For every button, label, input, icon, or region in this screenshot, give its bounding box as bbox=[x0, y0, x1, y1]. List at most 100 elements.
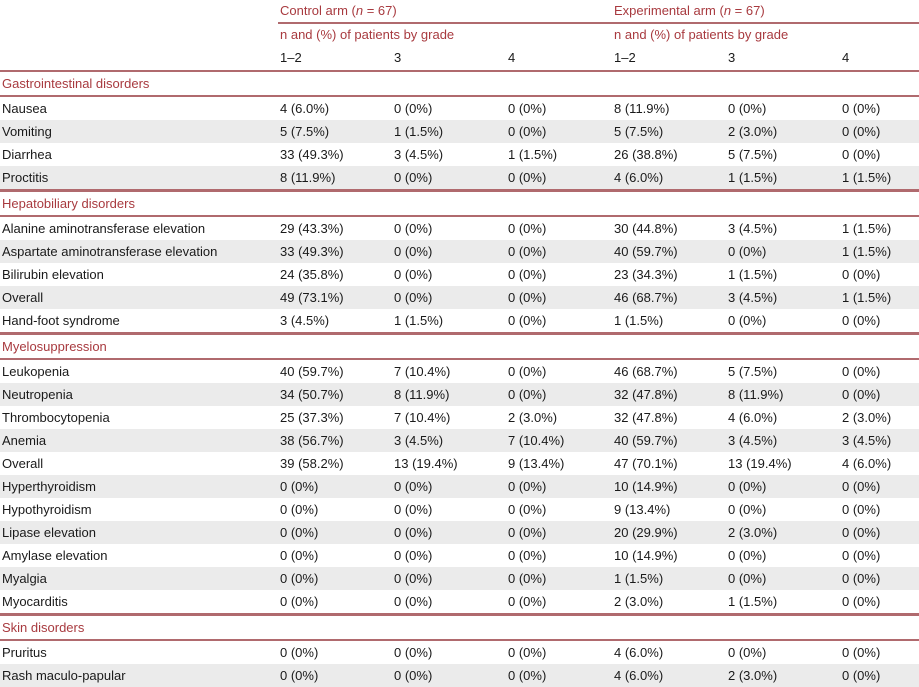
table-cell: 0 (0%) bbox=[726, 309, 841, 334]
table-cell: 4 (6.0%) bbox=[280, 101, 330, 116]
table-cell: 0 (0%) bbox=[840, 359, 919, 383]
table-cell: 0 (0%) bbox=[506, 590, 613, 615]
table-row: Bilirubin elevation 24 (35.8%) 0 (0%) 0 (0%… bbox=[0, 263, 919, 286]
table-cell: 0 (0%) bbox=[840, 475, 919, 498]
table-cell: 4 (6.0%) bbox=[612, 640, 727, 664]
table-cell: 0 (0%) bbox=[392, 544, 506, 567]
row-label: Hypothyroidism bbox=[0, 498, 278, 521]
table-cell: 0 (0%) bbox=[506, 309, 613, 334]
experimental-subheader: n and (%) of patients by grade bbox=[614, 27, 789, 42]
table-cell: 0 (0%) bbox=[840, 567, 919, 590]
table-cell: 7 (10.4%) bbox=[392, 406, 506, 429]
row-label: Bilirubin elevation bbox=[0, 263, 278, 286]
row-label: Nausea bbox=[2, 101, 47, 116]
section-row: Gastrointestinal disorders bbox=[0, 71, 919, 97]
section-title: Hepatobiliary disorders bbox=[0, 189, 919, 217]
table-cell: 34 (50.7%) bbox=[278, 383, 392, 406]
table-cell: 0 (0%) bbox=[840, 263, 919, 286]
table-row: Rash maculo-papular 0 (0%) 0 (0%) 0 (0%) 4 (… bbox=[0, 664, 919, 687]
table-cell: 38 (56.7%) bbox=[278, 429, 392, 452]
table-row: Thrombocytopenia 25 (37.3%) 7 (10.4%) 2 (3.… bbox=[0, 406, 919, 429]
table-cell: 24 (35.8%) bbox=[278, 263, 392, 286]
table-cell: 10 (14.9%) bbox=[612, 544, 727, 567]
grade-header: 3 bbox=[726, 46, 841, 72]
table-cell: 0 (0%) bbox=[506, 286, 613, 309]
table-cell: 23 (34.3%) bbox=[612, 263, 727, 286]
table-row: Nausea 4 (6.0%) 0 (0%) 0 (0%) 8 (11.9%) 0 (0%… bbox=[0, 96, 919, 120]
control-subheader: n and (%) of patients by grade bbox=[280, 27, 455, 42]
table-cell: 0 (0%) bbox=[392, 521, 506, 544]
table-cell: 26 (38.8%) bbox=[614, 147, 678, 162]
table-cell: 0 (0%) bbox=[506, 664, 613, 687]
table-cell: 1 (1.5%) bbox=[726, 590, 841, 615]
table-cell: 3 (4.5%) bbox=[726, 429, 841, 452]
table-cell: 1 (1.5%) bbox=[840, 286, 919, 309]
table-cell: 9 (13.4%) bbox=[612, 498, 727, 521]
table-row: Pruritus 0 (0%) 0 (0%) 0 (0%) 4 (6.0%) 0 (0%)… bbox=[0, 640, 919, 664]
table-cell: 0 (0%) bbox=[278, 544, 392, 567]
table-row: Hypothyroidism 0 (0%) 0 (0%) 0 (0%) 9 (13.4%… bbox=[0, 498, 919, 521]
table-cell: 0 (0%) bbox=[840, 383, 919, 406]
table-cell: 0 (0%) bbox=[840, 498, 919, 521]
row-label: Vomiting bbox=[0, 120, 278, 143]
table-cell: 0 (0%) bbox=[506, 216, 613, 240]
table-cell: 40 (59.7%) bbox=[278, 359, 392, 383]
empty-header-cell bbox=[0, 46, 278, 72]
table-cell: 0 (0%) bbox=[278, 590, 392, 615]
table-cell: 20 (29.9%) bbox=[612, 521, 727, 544]
table-cell: 0 (0%) bbox=[506, 120, 613, 143]
table-cell: 0 (0%) bbox=[392, 475, 506, 498]
table-cell: 30 (44.8%) bbox=[612, 216, 727, 240]
table-cell: 0 (0%) bbox=[392, 240, 506, 263]
table-cell: 1 (1.5%) bbox=[612, 567, 727, 590]
table-cell: 4 (6.0%) bbox=[840, 452, 919, 475]
table-cell: 5 (7.5%) bbox=[278, 120, 392, 143]
section-title: Myelosuppression bbox=[0, 332, 919, 360]
table-row: Hyperthyroidism 0 (0%) 0 (0%) 0 (0%) 10 (14.… bbox=[0, 475, 919, 498]
table-row: Myocarditis 0 (0%) 0 (0%) 0 (0%) 2 (3.0%) 1 (… bbox=[0, 590, 919, 615]
table-row: Aspartate aminotransferase elevation 33 (… bbox=[0, 240, 919, 263]
table-row: Overall 49 (73.1%) 0 (0%) 0 (0%) 46 (68.7%) 3… bbox=[0, 286, 919, 309]
table-cell: 5 (7.5%) bbox=[726, 359, 841, 383]
table-cell: 1 (1.5%) bbox=[612, 309, 727, 334]
section-title: Gastrointestinal disorders bbox=[0, 71, 919, 97]
table-cell: 0 (0%) bbox=[728, 101, 767, 116]
table-cell: 0 (0%) bbox=[506, 567, 613, 590]
table-cell: 0 (0%) bbox=[840, 309, 919, 334]
row-label: Amylase elevation bbox=[0, 544, 278, 567]
table-cell: 0 (0%) bbox=[726, 640, 841, 664]
table-row: Alanine aminotransferase elevation 29 (43… bbox=[0, 216, 919, 240]
table-cell: 8 (11.9%) bbox=[614, 101, 670, 116]
table-row: Anemia 38 (56.7%) 3 (4.5%) 7 (10.4%) 40 (59.… bbox=[0, 429, 919, 452]
table-cell: 0 (0%) bbox=[840, 120, 919, 143]
table-cell: 5 (7.5%) bbox=[612, 120, 727, 143]
table-cell: 3 (4.5%) bbox=[392, 429, 506, 452]
table-cell: 3 (4.5%) bbox=[278, 309, 392, 334]
table-cell: 4 (6.0%) bbox=[612, 166, 727, 191]
table-cell: 1 (1.5%) bbox=[726, 263, 841, 286]
table-cell: 0 (0%) bbox=[726, 498, 841, 521]
table-cell: 10 (14.9%) bbox=[612, 475, 727, 498]
table-body: Gastrointestinal disorders Nausea 4 (6.0%)… bbox=[0, 71, 919, 687]
table-cell: 2 (3.0%) bbox=[726, 120, 841, 143]
table-cell: 40 (59.7%) bbox=[612, 429, 727, 452]
table-cell: 2 (3.0%) bbox=[612, 590, 727, 615]
section-row: Myelosuppression bbox=[0, 332, 919, 360]
table-cell: 1 (1.5%) bbox=[840, 216, 919, 240]
table-cell: 0 (0%) bbox=[726, 544, 841, 567]
row-label: Myalgia bbox=[0, 567, 278, 590]
table-cell: 0 (0%) bbox=[726, 475, 841, 498]
row-label: Lipase elevation bbox=[0, 521, 278, 544]
table-row: Lipase elevation 0 (0%) 0 (0%) 0 (0%) 20 (29… bbox=[0, 521, 919, 544]
table-cell: 0 (0%) bbox=[840, 590, 919, 615]
row-label: Myocarditis bbox=[0, 590, 278, 615]
subheader-row: n and (%) of patients by grade n and (%)… bbox=[0, 23, 919, 46]
grade-header: 1–2 bbox=[278, 46, 392, 72]
row-label: Neutropenia bbox=[0, 383, 278, 406]
table-cell: 3 (4.5%) bbox=[726, 286, 841, 309]
table-cell: 2 (3.0%) bbox=[726, 521, 841, 544]
table-cell: 1 (1.5%) bbox=[392, 309, 506, 334]
table-row: Hand-foot syndrome 3 (4.5%) 1 (1.5%) 0 (0%)… bbox=[0, 309, 919, 334]
table-cell: 0 (0%) bbox=[506, 359, 613, 383]
table-cell: 0 (0%) bbox=[506, 240, 613, 263]
